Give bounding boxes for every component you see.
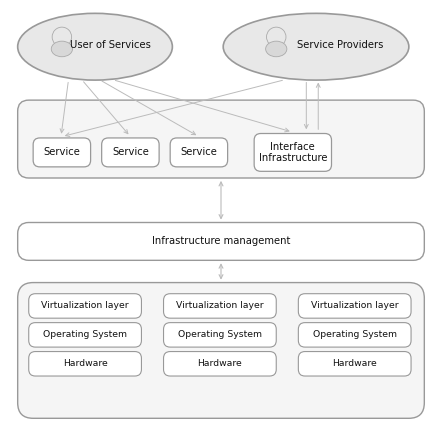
Text: Operating System: Operating System xyxy=(312,330,397,340)
FancyBboxPatch shape xyxy=(29,352,141,376)
Text: Service Providers: Service Providers xyxy=(297,40,384,49)
FancyBboxPatch shape xyxy=(29,294,141,318)
Text: Virtualization layer: Virtualization layer xyxy=(41,301,129,311)
Circle shape xyxy=(267,27,286,47)
FancyBboxPatch shape xyxy=(18,222,424,260)
Text: Hardware: Hardware xyxy=(63,359,107,368)
Text: User of Services: User of Services xyxy=(70,40,151,49)
Circle shape xyxy=(52,27,72,47)
Text: Service: Service xyxy=(180,147,217,158)
Text: Interface
Infrastructure: Interface Infrastructure xyxy=(259,142,327,163)
FancyBboxPatch shape xyxy=(102,138,159,167)
Text: Hardware: Hardware xyxy=(198,359,242,368)
Ellipse shape xyxy=(266,41,287,57)
Text: Virtualization layer: Virtualization layer xyxy=(311,301,399,311)
FancyBboxPatch shape xyxy=(298,323,411,347)
Ellipse shape xyxy=(223,13,409,80)
FancyBboxPatch shape xyxy=(170,138,228,167)
Text: Hardware: Hardware xyxy=(332,359,377,368)
FancyBboxPatch shape xyxy=(164,323,276,347)
Text: Operating System: Operating System xyxy=(43,330,127,340)
Text: Service: Service xyxy=(112,147,149,158)
Ellipse shape xyxy=(18,13,172,80)
FancyBboxPatch shape xyxy=(164,352,276,376)
Ellipse shape xyxy=(51,41,72,57)
Text: Service: Service xyxy=(43,147,80,158)
FancyBboxPatch shape xyxy=(298,294,411,318)
FancyBboxPatch shape xyxy=(298,352,411,376)
Text: Operating System: Operating System xyxy=(178,330,262,340)
FancyBboxPatch shape xyxy=(18,100,424,178)
FancyBboxPatch shape xyxy=(254,134,332,171)
Text: Infrastructure management: Infrastructure management xyxy=(152,236,290,247)
FancyBboxPatch shape xyxy=(164,294,276,318)
FancyBboxPatch shape xyxy=(18,283,424,418)
FancyBboxPatch shape xyxy=(33,138,91,167)
Text: Virtualization layer: Virtualization layer xyxy=(176,301,264,311)
FancyBboxPatch shape xyxy=(29,323,141,347)
